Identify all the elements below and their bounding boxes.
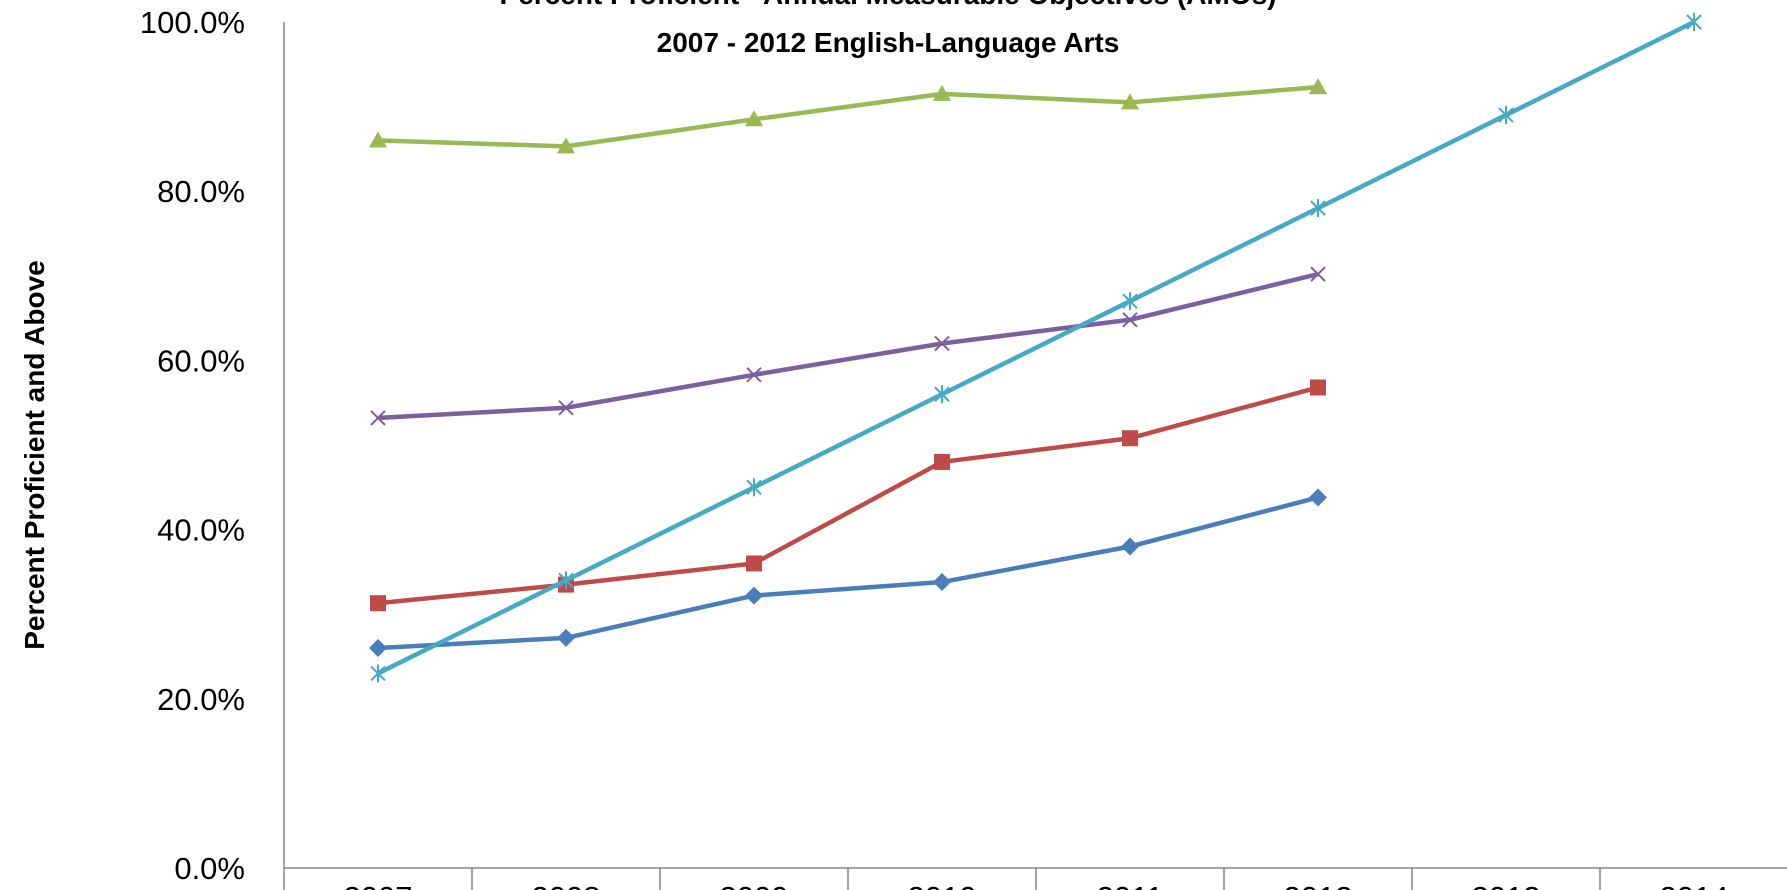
y-tick-label: 60.0% (157, 343, 245, 378)
x-tick-label: 2011 (1097, 880, 1164, 890)
series-1 (369, 488, 1327, 658)
data-point (745, 586, 763, 605)
data-point (1122, 292, 1138, 311)
chart-title-line-1: Percent Proficient - Annual Measurable O… (500, 0, 1277, 10)
data-point (1498, 106, 1514, 125)
chart-title: Percent Proficient - Annual Measurable O… (500, 0, 1277, 58)
series-2-line (377, 385, 1319, 606)
data-point (934, 453, 950, 470)
series-5-line (377, 19, 1695, 676)
series-4-line (377, 271, 1319, 421)
data-point (369, 131, 387, 148)
x-tick-label: 2008 (532, 880, 601, 890)
data-point (369, 639, 387, 658)
data-point (557, 137, 575, 154)
data-point (746, 478, 762, 497)
x-tick-label: 2013 (1472, 880, 1541, 890)
data-point (1309, 78, 1327, 95)
series-group (369, 13, 1702, 683)
data-point (558, 571, 574, 590)
y-tick-label: 100.0% (140, 5, 245, 40)
data-point (1310, 199, 1326, 218)
x-tick-labels: 2007 2008 2009 2010 2011 2012 2013 2014 (344, 880, 1729, 890)
series-3 (369, 78, 1327, 154)
data-point (933, 573, 951, 592)
data-point (934, 335, 950, 352)
series-1-line (377, 495, 1319, 651)
data-point (1310, 379, 1326, 396)
data-point (370, 595, 386, 612)
chart-title-line-2: 2007 - 2012 English-Language Arts (657, 27, 1120, 58)
series-5 (370, 13, 1702, 683)
x-tick-label: 2009 (720, 880, 789, 890)
data-point (746, 555, 762, 572)
y-tick-label: 40.0% (157, 513, 245, 548)
y-tick-label: 80.0% (157, 174, 245, 209)
x-tick-label: 2014 (1660, 880, 1729, 890)
x-tick-label: 2007 (344, 880, 413, 890)
data-point (558, 400, 574, 416)
data-point (370, 664, 386, 683)
y-tick-label: 20.0% (157, 682, 245, 717)
y-tick-labels: 0.0% 20.0% 40.0% 60.0% 80.0% 100.0% (140, 5, 245, 886)
data-point (1121, 537, 1139, 556)
data-point (933, 84, 951, 101)
axes (283, 22, 1787, 890)
data-point (1122, 430, 1138, 447)
data-point (557, 628, 575, 647)
data-point (934, 385, 950, 404)
data-point (746, 367, 762, 383)
y-tick-label: 0.0% (174, 851, 245, 886)
data-point (1686, 13, 1702, 31)
series-2 (370, 379, 1326, 612)
data-point (1122, 312, 1138, 328)
data-point (1310, 266, 1326, 282)
data-point (1309, 488, 1327, 507)
x-tick-label: 2010 (908, 880, 977, 890)
y-axis-label: Percent Proficient and Above (19, 260, 50, 650)
series-4 (370, 266, 1326, 426)
data-point (1121, 93, 1139, 110)
data-point (370, 410, 386, 426)
data-point (745, 110, 763, 127)
x-tick-label: 2012 (1284, 880, 1353, 890)
series-3-line (377, 84, 1319, 149)
